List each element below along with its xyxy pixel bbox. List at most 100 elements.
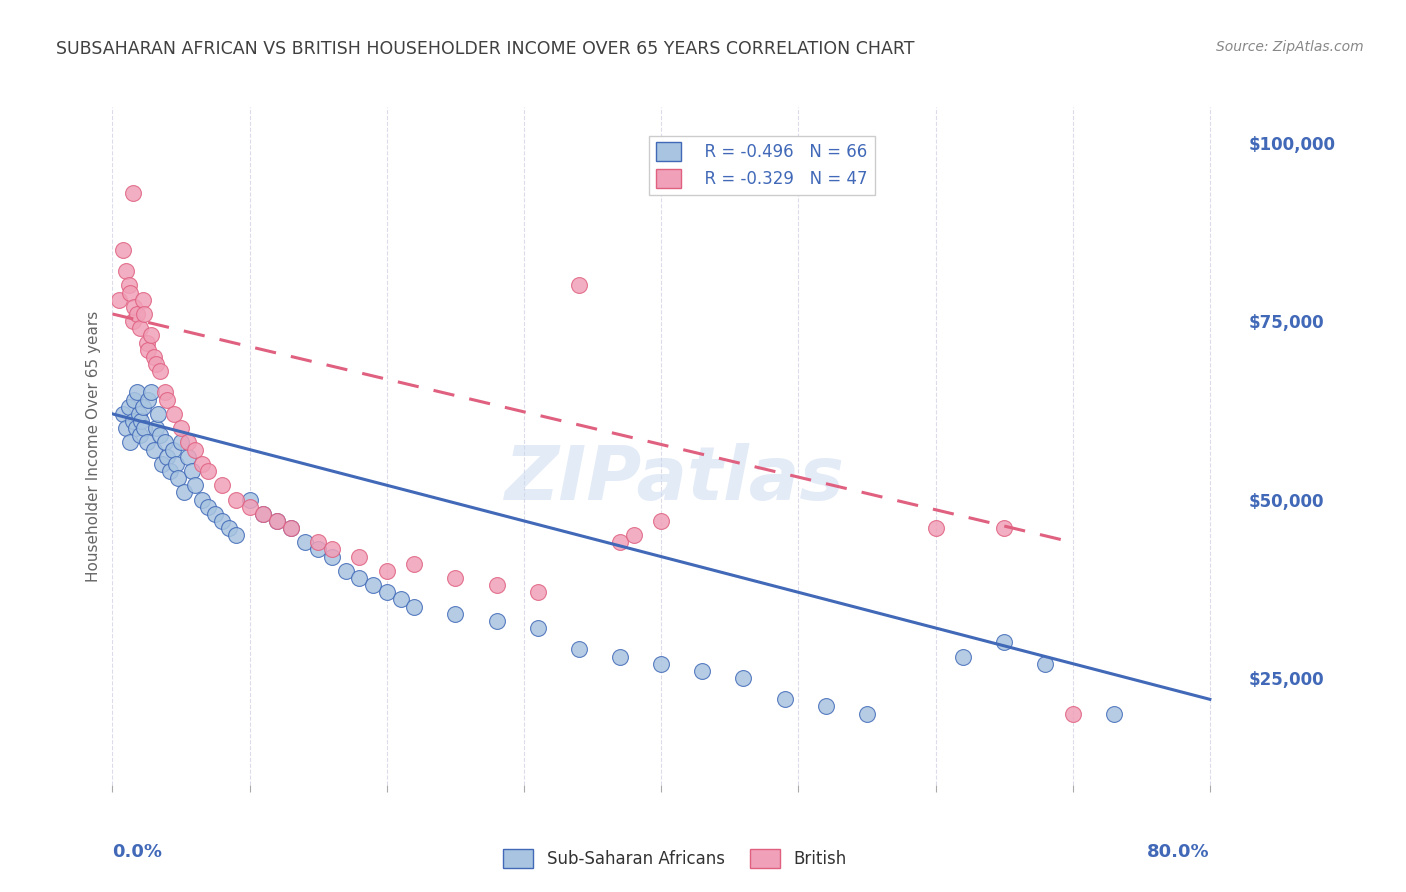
Point: [162, 442, 184, 457]
Point: [321, 549, 343, 564]
Point: [375, 585, 398, 599]
Point: [993, 521, 1015, 535]
Point: [124, 392, 146, 407]
Point: [239, 492, 262, 507]
Point: [124, 300, 146, 314]
Point: [190, 492, 212, 507]
Point: [924, 521, 946, 535]
Point: [132, 307, 155, 321]
Point: [814, 699, 837, 714]
Text: Source: ZipAtlas.com: Source: ZipAtlas.com: [1216, 40, 1364, 54]
Point: [349, 549, 371, 564]
Point: [526, 621, 548, 635]
Point: [127, 385, 149, 400]
Point: [526, 585, 548, 599]
Point: [239, 500, 262, 514]
Point: [118, 400, 141, 414]
Point: [1102, 706, 1125, 721]
Point: [122, 414, 145, 428]
Point: [773, 692, 796, 706]
Point: [485, 614, 508, 628]
Point: [170, 435, 193, 450]
Point: [120, 285, 142, 300]
Text: 80.0%: 80.0%: [1147, 843, 1209, 861]
Point: [211, 478, 233, 492]
Point: [149, 364, 172, 378]
Point: [307, 542, 329, 557]
Point: [131, 293, 153, 307]
Point: [280, 521, 302, 535]
Point: [733, 671, 755, 685]
Point: [952, 649, 974, 664]
Point: [145, 421, 167, 435]
Point: [307, 535, 329, 549]
Point: [142, 442, 165, 457]
Point: [650, 514, 672, 528]
Point: [294, 535, 316, 549]
Point: [568, 642, 591, 657]
Point: [135, 335, 157, 350]
Point: [125, 421, 148, 435]
Point: [136, 343, 159, 357]
Point: [197, 464, 219, 478]
Point: [142, 350, 165, 364]
Point: [146, 407, 169, 421]
Point: [211, 514, 233, 528]
Point: [1062, 706, 1084, 721]
Point: [184, 478, 207, 492]
Point: [404, 557, 426, 571]
Point: [136, 392, 159, 407]
Point: [112, 407, 135, 421]
Point: [404, 599, 426, 614]
Point: [181, 464, 204, 478]
Point: [120, 435, 142, 450]
Point: [129, 428, 152, 442]
Point: [177, 450, 200, 464]
Point: [139, 385, 162, 400]
Point: [156, 392, 179, 407]
Point: [568, 278, 591, 293]
Point: [218, 521, 240, 535]
Point: [204, 507, 226, 521]
Point: [266, 514, 288, 528]
Point: [361, 578, 384, 592]
Point: [173, 485, 195, 500]
Text: 0.0%: 0.0%: [112, 843, 163, 861]
Point: [993, 635, 1015, 649]
Point: [335, 564, 357, 578]
Point: [115, 264, 138, 278]
Point: [112, 243, 135, 257]
Point: [167, 471, 190, 485]
Point: [225, 528, 247, 542]
Point: [118, 278, 141, 293]
Point: [149, 428, 172, 442]
Point: [131, 400, 153, 414]
Y-axis label: Householder Income Over 65 years: Householder Income Over 65 years: [86, 310, 101, 582]
Point: [108, 293, 131, 307]
Point: [252, 507, 274, 521]
Point: [122, 186, 145, 200]
Point: [609, 649, 631, 664]
Point: [389, 592, 412, 607]
Point: [252, 507, 274, 521]
Point: [444, 571, 467, 585]
Point: [165, 457, 187, 471]
Point: [1033, 657, 1056, 671]
Point: [650, 657, 672, 671]
Point: [266, 514, 288, 528]
Point: [225, 492, 247, 507]
Point: [623, 528, 645, 542]
Point: [145, 357, 167, 371]
Point: [856, 706, 879, 721]
Legend: Sub-Saharan Africans, British: Sub-Saharan Africans, British: [496, 843, 853, 875]
Legend:   R = -0.496   N = 66,   R = -0.329   N = 47: R = -0.496 N = 66, R = -0.329 N = 47: [650, 136, 875, 194]
Point: [485, 578, 508, 592]
Point: [609, 535, 631, 549]
Point: [190, 457, 212, 471]
Point: [349, 571, 371, 585]
Point: [129, 414, 152, 428]
Point: [184, 442, 207, 457]
Point: [135, 435, 157, 450]
Point: [375, 564, 398, 578]
Point: [321, 542, 343, 557]
